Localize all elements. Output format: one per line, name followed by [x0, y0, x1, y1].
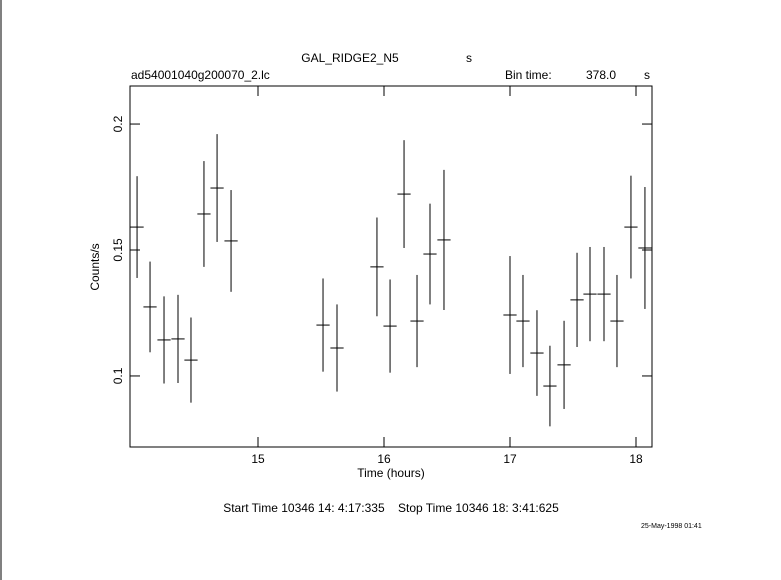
bin-time-unit: s: [644, 68, 650, 82]
bin-time-label: Bin time:: [505, 68, 552, 82]
time-range: Start Time 10346 14: 4:17:335 Stop Time …: [223, 501, 559, 515]
file-name: ad54001040g200070_2.lc: [131, 68, 270, 82]
x-axis-label: Time (hours): [357, 466, 425, 480]
date: 25-May-1998 01:41: [641, 523, 702, 530]
y-tick-label: 0.1: [111, 367, 125, 384]
y-axis-label: Counts/s: [88, 243, 102, 290]
bin-time: 378.0: [586, 68, 616, 82]
title-unit: s: [466, 51, 472, 65]
x-tick-label: 18: [629, 452, 643, 466]
y-tick-label: 0.15: [111, 238, 125, 262]
y-tick-label: 0.2: [111, 115, 125, 132]
plot-frame: [129, 85, 653, 448]
x-tick-label: 17: [503, 452, 517, 466]
chart-title: GAL_RIDGE2_N5: [301, 51, 399, 65]
x-tick-label: 15: [251, 452, 265, 466]
x-tick-label: 16: [377, 452, 391, 466]
